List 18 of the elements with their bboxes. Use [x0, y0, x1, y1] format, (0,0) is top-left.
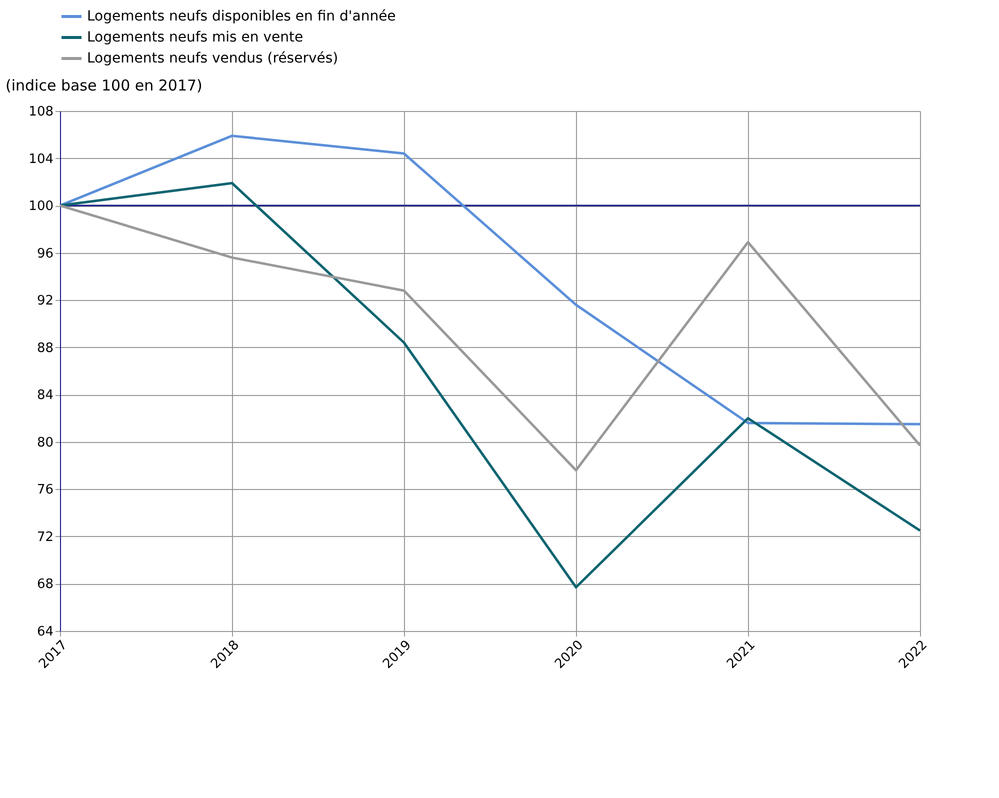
legend-label: Logements neufs disponibles en fin d'année — [87, 8, 396, 24]
y-tick-label: 104 — [28, 152, 54, 167]
y-tick-label: 64 — [36, 624, 54, 640]
y-tick-label: 88 — [36, 340, 54, 356]
y-tick-label: 72 — [36, 530, 54, 545]
y-tick-label: 108 — [28, 104, 54, 120]
y-tick-label: 80 — [36, 435, 54, 450]
line-series — [58, 182, 922, 589]
y-tick-label: 76 — [36, 482, 54, 498]
line-series — [58, 134, 922, 426]
legend-label: Logements neufs vendus (réservés) — [87, 50, 338, 66]
y-axis-title: (indice base 100 en 2017) — [6, 76, 202, 94]
y-tick-label: 92 — [36, 294, 54, 309]
y-tick-label: 84 — [36, 388, 54, 404]
y-tick-label: 100 — [28, 199, 54, 214]
y-tick-label: 96 — [36, 246, 54, 262]
legend-label: Logements neufs mis en vente — [87, 30, 304, 46]
y-tick-label: 68 — [36, 577, 54, 592]
